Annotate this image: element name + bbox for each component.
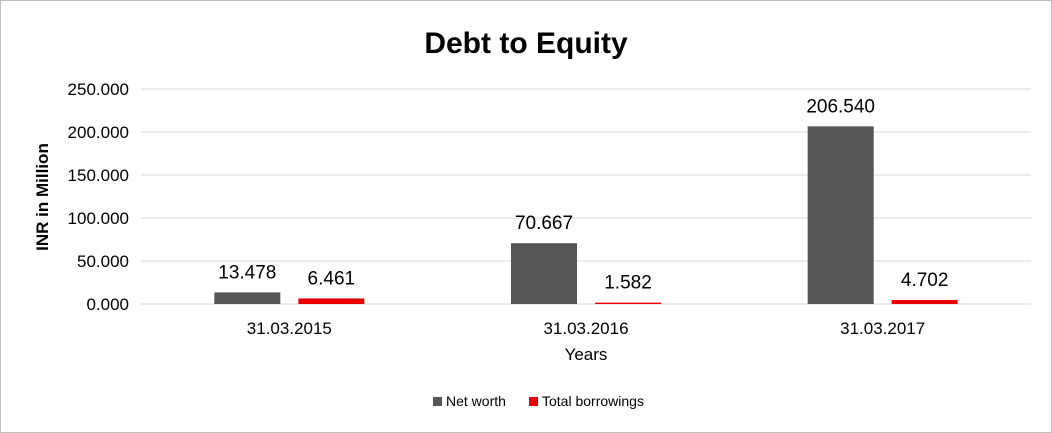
bar-total-borrowings	[891, 299, 958, 304]
data-label: 13.478	[218, 262, 276, 283]
y-tick-label: 50.000	[77, 252, 129, 271]
y-tick-label: 150.000	[68, 166, 129, 185]
x-axis-title: Years	[565, 345, 608, 364]
x-axis-ticks: 31.03.2015 31.03.2016 31.03.2017	[247, 319, 925, 338]
legend-label: Total borrowings	[542, 393, 644, 409]
data-label: 4.702	[901, 270, 949, 291]
data-labels: 13.478 6.461 70.667 1.582 206.540 4.702	[218, 96, 948, 293]
data-label: 6.461	[308, 268, 356, 289]
y-axis-title: INR in Million	[33, 143, 52, 251]
x-tick-label: 31.03.2016	[543, 319, 628, 338]
legend-label: Net worth	[446, 393, 506, 409]
y-tick-label: 200.000	[68, 123, 129, 142]
legend-swatch	[433, 397, 442, 406]
data-label: 70.667	[515, 213, 573, 234]
x-tick-label: 31.03.2015	[247, 319, 332, 338]
data-label: 1.582	[604, 273, 652, 294]
y-axis-ticks: 0.000 50.000 100.000 150.000 200.000 250.000	[68, 80, 129, 314]
legend-swatch	[529, 397, 538, 406]
chart-title: Debt to Equity	[424, 27, 628, 60]
y-tick-label: 0.000	[86, 295, 129, 314]
legend: Net worth Total borrowings	[433, 393, 644, 409]
bar-total-borrowings	[298, 298, 365, 304]
bar-net-worth	[214, 292, 281, 304]
y-tick-label: 100.000	[68, 209, 129, 228]
y-tick-label: 250.000	[68, 80, 129, 99]
bar-net-worth	[511, 243, 577, 304]
bar-net-worth	[807, 126, 874, 304]
bar-total-borrowings	[595, 302, 661, 304]
bars	[214, 126, 958, 304]
gridlines	[141, 88, 1031, 262]
x-tick-label: 31.03.2017	[840, 319, 925, 338]
data-label: 206.540	[806, 96, 875, 117]
